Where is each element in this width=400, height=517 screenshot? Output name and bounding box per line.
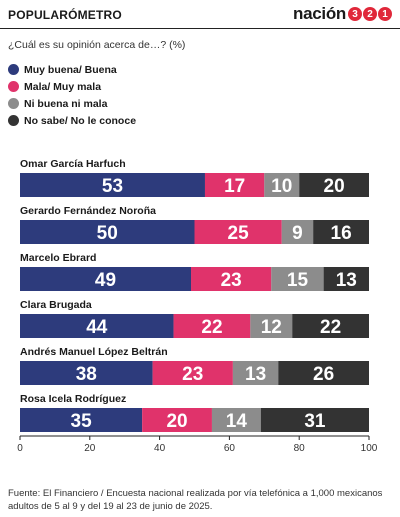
bar-segment xyxy=(20,408,143,432)
legend-item: Ni buena ni mala xyxy=(8,95,136,112)
header: POPULARÓMETRO nación 3 2 1 xyxy=(0,0,400,28)
legend-swatch xyxy=(8,81,19,92)
brand-digit: 2 xyxy=(363,7,377,21)
legend-label: Muy buena/ Buena xyxy=(24,63,117,76)
bar-segment xyxy=(20,361,153,385)
data-label: 26 xyxy=(313,364,334,385)
x-tick-label: 60 xyxy=(224,443,236,454)
bar-segment xyxy=(323,267,369,291)
brand-word: nación xyxy=(293,4,346,23)
survey-question: ¿Cuál es su opinión acerca de…? (%) xyxy=(8,39,186,51)
brand-number-badges: 3 2 1 xyxy=(348,7,392,21)
legend-swatch xyxy=(8,115,19,126)
bar-segment xyxy=(264,173,300,197)
data-label: 15 xyxy=(287,270,309,291)
source-note: Fuente: El Financiero / Encuesta naciona… xyxy=(8,488,383,512)
legend-label: Mala/ Muy mala xyxy=(24,80,102,93)
legend-item: No sabe/ No le conoce xyxy=(8,112,136,129)
bar-segment xyxy=(20,173,205,197)
bar-segment xyxy=(281,220,314,244)
data-label: 13 xyxy=(336,270,357,291)
chart-legend: Muy buena/ Buena Mala/ Muy mala Ni buena… xyxy=(8,61,136,129)
legend-label: No sabe/ No le conoce xyxy=(24,114,137,127)
category-label: Gerardo Fernández Noroña xyxy=(20,205,156,217)
category-label: Omar García Harfuch xyxy=(20,158,126,170)
bar-segment xyxy=(20,267,192,291)
data-label: 17 xyxy=(224,176,245,197)
data-label: 44 xyxy=(86,317,108,338)
brand-digit: 1 xyxy=(378,7,392,21)
data-label: 50 xyxy=(97,223,118,244)
category-label: Clara Brugada xyxy=(20,299,92,311)
bar-segment xyxy=(191,267,272,291)
legend-item: Muy buena/ Buena xyxy=(8,61,136,78)
category-label: Marcelo Ebrard xyxy=(20,252,96,264)
data-label: 53 xyxy=(102,176,123,197)
data-label: 20 xyxy=(166,411,187,432)
data-label: 16 xyxy=(331,223,352,244)
bar-segment xyxy=(271,267,324,291)
data-label: 38 xyxy=(76,364,97,385)
x-tick-label: 20 xyxy=(84,443,96,454)
category-label: Andrés Manuel López Beltrán xyxy=(20,346,168,358)
bar-segment xyxy=(232,361,279,385)
bar-segment xyxy=(260,408,369,432)
x-tick-label: 100 xyxy=(361,443,378,454)
data-label: 25 xyxy=(228,223,250,244)
bar-segment xyxy=(211,408,261,432)
data-label: 9 xyxy=(292,223,303,244)
data-label: 13 xyxy=(245,364,266,385)
bar-segment xyxy=(250,314,293,338)
legend-swatch xyxy=(8,98,19,109)
legend-label: Ni buena ni mala xyxy=(24,97,108,110)
bar-segment xyxy=(173,314,251,338)
bar-segment xyxy=(20,314,174,338)
brand-digit: 3 xyxy=(348,7,362,21)
bar-segment xyxy=(278,361,369,385)
x-tick-label: 0 xyxy=(17,443,23,454)
bar-segment xyxy=(152,361,233,385)
data-label: 14 xyxy=(226,411,248,432)
bar-segment xyxy=(292,314,369,338)
x-tick-label: 40 xyxy=(154,443,166,454)
data-label: 10 xyxy=(271,176,292,197)
bar-segment xyxy=(204,173,265,197)
category-label: Rosa Icela Rodríguez xyxy=(20,393,126,405)
data-label: 49 xyxy=(95,270,116,291)
header-divider xyxy=(0,28,400,29)
data-label: 31 xyxy=(304,411,326,432)
data-label: 23 xyxy=(221,270,242,291)
data-label: 22 xyxy=(320,317,341,338)
stacked-bar-chart: Omar García Harfuch 53 17 10 20 Gerardo Ferná… xyxy=(0,150,400,480)
data-label: 12 xyxy=(261,317,282,338)
bar-segment xyxy=(313,220,369,244)
page-title: POPULARÓMETRO xyxy=(8,8,122,22)
data-label: 35 xyxy=(71,411,93,432)
bar-segment xyxy=(20,220,195,244)
bar-segment xyxy=(142,408,212,432)
chart-canvas: Omar García Harfuch 53 17 10 20 Gerardo Ferná… xyxy=(17,158,378,454)
data-label: 22 xyxy=(201,317,222,338)
legend-swatch xyxy=(8,64,19,75)
x-tick-label: 80 xyxy=(294,443,306,454)
bar-segment xyxy=(194,220,282,244)
bar-segment xyxy=(299,173,369,197)
brand-logo: nación 3 2 1 xyxy=(293,3,392,25)
data-label: 20 xyxy=(324,176,345,197)
legend-item: Mala/ Muy mala xyxy=(8,78,136,95)
data-label: 23 xyxy=(182,364,203,385)
